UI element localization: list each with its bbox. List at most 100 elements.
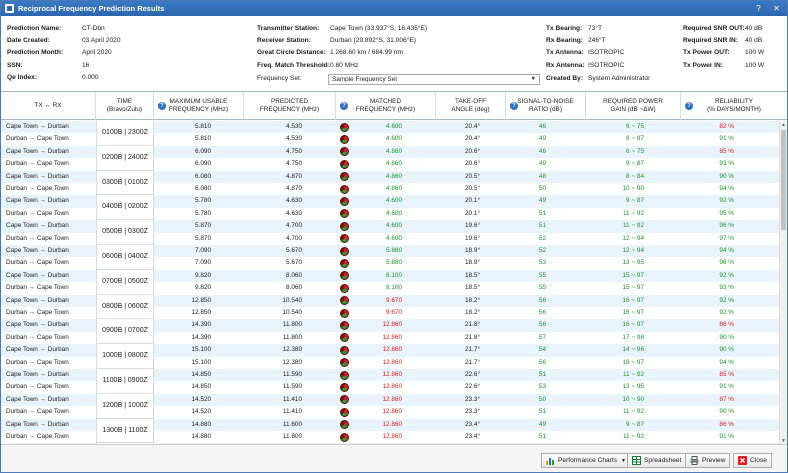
takeoff-angle-cell: 22.6°	[465, 383, 480, 391]
takeoff-angle-cell: 23.3°	[465, 408, 480, 416]
table-row[interactable]: Cape Town → Durban 7.090 5.670 5.880 18.9° 52…	[1, 245, 779, 258]
table-row[interactable]: Durban → Cape Town 14.850 11.590 12.860 22.6…	[1, 381, 779, 393]
table-row[interactable]: Cape Town → Durban 9.820 8.060 8.100 18.5° 55…	[1, 269, 779, 283]
table-row[interactable]: Durban → Cape Town 9.820 8.060 8.100 18.5° 55…	[1, 282, 779, 294]
column-header-predicted[interactable]: PREDICTED FREQUENCY (MHz)	[244, 92, 336, 120]
table-row[interactable]: Cape Town → Durban 6.090 4.750 4.860 20.6° 46…	[1, 145, 779, 159]
help-button[interactable]: ?	[756, 4, 761, 13]
table-row[interactable]: Durban → Cape Town 5.870 4.700 4.600 19.6° 52…	[1, 233, 779, 245]
matched-status-cell	[338, 307, 350, 319]
column-header-matched[interactable]: ? MATCHED FREQUENCY (MHz)	[336, 92, 436, 120]
matched-frequency-cell: 4.860	[386, 160, 402, 168]
takeoff-angle-cell: 22.6°	[465, 371, 480, 378]
takeoff-angle-cell: 18.9°	[465, 259, 480, 267]
table-row[interactable]: Durban → Cape Town 15.100 12.380 12.860 21.7…	[1, 357, 779, 369]
matched-help-icon[interactable]: ?	[340, 102, 348, 110]
table-row[interactable]: Durban → Cape Town 7.090 5.670 5.880 18.9° 53…	[1, 257, 779, 269]
muf-cell: 5.810	[195, 123, 211, 130]
table-row[interactable]: Durban → Cape Town 5.810 4.530 4.600 20.4° 49…	[1, 133, 779, 145]
takeoff-angle-cell: 18.5°	[465, 284, 480, 292]
column-header-time[interactable]: TIME (Bravo/Zulu)	[96, 92, 154, 120]
direction-cell: Cape Town → Durban	[6, 172, 69, 180]
table-row[interactable]: Durban → Cape Town 6.090 4.750 4.860 20.6° 49…	[1, 158, 779, 170]
table-row[interactable]: Durban → Cape Town 6.080 4.870 4.860 20.5° 50…	[1, 183, 779, 195]
spreadsheet-button[interactable]: Spreadsheet	[627, 453, 687, 468]
table-row[interactable]: Durban → Cape Town 12.850 10.540 9.670 18.2°…	[1, 307, 779, 319]
table-row[interactable]: Cape Town → Durban 5.870 4.700 4.600 19.6° 51…	[1, 220, 779, 233]
table-row[interactable]: Cape Town → Durban 5.810 4.530 4.600 20.4° 46…	[1, 121, 779, 134]
reliability-cell: 94 %	[719, 358, 734, 366]
muf-help-icon[interactable]: ?	[158, 102, 166, 110]
table-row[interactable]: Cape Town → Durban 14.850 11.590 12.860 22.6…	[1, 369, 779, 382]
required-power-cell: 12 ~ 94	[622, 234, 645, 242]
table-row[interactable]: Cape Town → Durban 14.520 11.410 12.860 23.3…	[1, 393, 779, 407]
matched-frequency-cell: 4.600	[386, 197, 402, 205]
snr-help-icon[interactable]: ?	[510, 102, 518, 110]
snr-cell: 48	[538, 172, 546, 180]
predicted-frequency-cell: 11.800	[282, 333, 302, 341]
scrollbar-thumb[interactable]	[781, 130, 786, 230]
direction-cell: Cape Town → Durban	[6, 123, 69, 130]
table-row[interactable]: Cape Town → Durban15.11011.79012.86023.0…	[1, 443, 779, 444]
predicted-frequency-cell: 11.600	[282, 420, 302, 428]
performance-charts-button[interactable]: Performance Charts ▼	[541, 453, 631, 468]
table-row[interactable]: Durban → Cape Town 14.390 11.800 12.860 21.8…	[1, 332, 779, 344]
table-row[interactable]: Cape Town → Durban 14.390 11.800 12.860 21.8…	[1, 319, 779, 332]
preview-button[interactable]: Preview	[685, 453, 731, 468]
traffic-light-icon	[339, 221, 349, 231]
table-row[interactable]: Durban → Cape Town 14.520 11.410 12.860 23.3…	[1, 406, 779, 418]
takeoff-angle-cell: 20.6°	[465, 147, 480, 155]
predicted-frequency-cell: 4.630	[286, 209, 302, 217]
takeoff-angle-cell: 18.5°	[465, 271, 480, 279]
scroll-up-icon[interactable]: ▲	[781, 122, 786, 128]
predicted-frequency-cell: 11.600	[282, 433, 302, 440]
column-header-reliability[interactable]: ? RELIABILITY (% DAYS/MONTH)	[681, 92, 787, 120]
snr-cell: 49	[538, 160, 546, 168]
traffic-light-icon	[339, 420, 349, 430]
direction-cell: Durban → Cape Town	[6, 135, 69, 143]
table-row[interactable]: Durban → Cape Town 5.780 4.630 4.600 20.1° 51…	[1, 208, 779, 220]
close-icon	[738, 456, 747, 465]
direction-cell: Durban → Cape Town	[6, 209, 69, 217]
direction-cell: Durban → Cape Town	[6, 408, 69, 416]
close-button[interactable]: Close	[733, 453, 772, 468]
snr-cell: 51	[538, 209, 546, 217]
traffic-light-icon	[339, 358, 349, 368]
matched-frequency-cell: 5.880	[386, 259, 402, 267]
reliability-help-icon[interactable]: ?	[685, 102, 693, 110]
table-row[interactable]: Durban → Cape Town 14.880 11.600 12.860 23.4…	[1, 431, 779, 443]
predicted-frequency-cell: 4.700	[286, 222, 302, 230]
table-row[interactable]: Cape Town → Durban 14.880 11.600 12.860 23.4…	[1, 418, 779, 431]
close-window-button[interactable]: ✕	[773, 4, 780, 13]
prediction-info-panel: Prediction Name: CT-Dbn Date Created: 03 A…	[1, 16, 787, 91]
snr-cell: 51	[538, 433, 546, 440]
vertical-scrollbar[interactable]: ▲ ▼	[779, 121, 787, 444]
direction-cell: Cape Town → Durban	[6, 222, 69, 230]
column-header-txrx[interactable]: TX ↔ RX	[1, 92, 96, 120]
scroll-down-icon[interactable]: ▼	[781, 438, 786, 444]
table-row[interactable]: Cape Town → Durban 15.100 12.380 12.860 21.7…	[1, 344, 779, 357]
snr-cell: 46	[538, 147, 546, 155]
predicted-frequency-cell: 5.670	[286, 259, 302, 267]
matched-status-cell	[338, 158, 350, 170]
frequency-set-dropdown[interactable]: Sample Frequency Set ▼	[328, 74, 540, 85]
required-power-cell: 8 ~ 87	[626, 135, 644, 143]
reliability-cell: 85 %	[719, 147, 734, 155]
predicted-frequency-cell: 10.540	[282, 296, 302, 304]
takeoff-angle-cell: 18.9°	[465, 247, 480, 254]
column-header-power[interactable]: REQUIRED POWER GAIN (dB ~ΔW)	[586, 92, 681, 120]
table-row[interactable]: Cape Town → Durban 6.080 4.870 4.860 20.5° 48…	[1, 170, 779, 183]
table-row[interactable]: Cape Town → Durban 5.780 4.630 4.600 20.1° 49…	[1, 195, 779, 208]
column-header-muf[interactable]: ? MAXIMUM USABLE FREQUENCY (MHz)	[154, 92, 244, 120]
traffic-light-icon	[339, 370, 349, 380]
column-header-takeoff[interactable]: TAKE-OFF ANGLE (deg)	[436, 92, 506, 120]
time-group-cell: 1000B | 0800Z	[96, 344, 154, 369]
direction-cell: Durban → Cape Town	[6, 358, 69, 366]
direction-cell: Cape Town → Durban	[6, 395, 69, 403]
column-header-snr[interactable]: ? SIGNAL-TO-NOISE RATIO (dB)	[506, 92, 586, 120]
reliability-cell: 91 %	[719, 383, 734, 391]
table-row[interactable]: Cape Town → Durban 12.850 10.540 9.670 18.2°…	[1, 294, 779, 307]
matched-status-cell	[338, 270, 350, 282]
time-group-cell: 1200B | 1000Z	[96, 393, 154, 419]
muf-cell: 5.870	[195, 234, 211, 242]
